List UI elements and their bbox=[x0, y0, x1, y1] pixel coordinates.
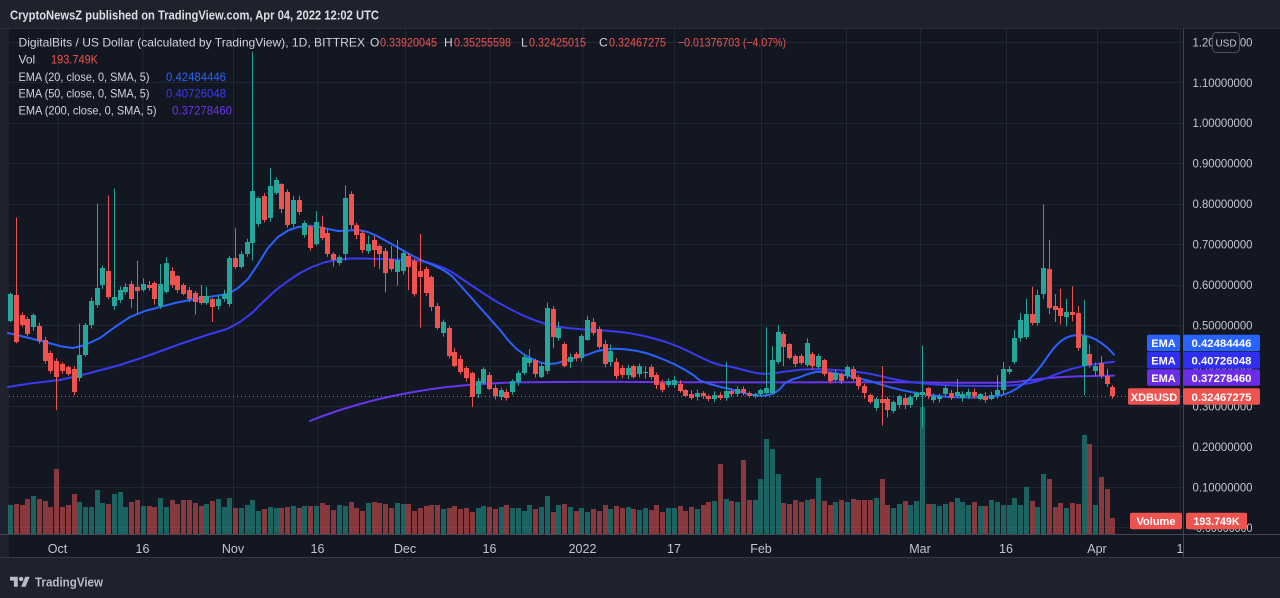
svg-text:16: 16 bbox=[483, 542, 497, 556]
svg-text:17: 17 bbox=[667, 542, 681, 556]
svg-text:H: H bbox=[444, 35, 453, 49]
svg-text:0.32425015: 0.32425015 bbox=[529, 35, 586, 49]
svg-text:0.20000000: 0.20000000 bbox=[1193, 440, 1253, 454]
svg-text:EMA (20, close, 0, SMA, 5): EMA (20, close, 0, SMA, 5) bbox=[19, 70, 150, 84]
svg-text:0.32467275: 0.32467275 bbox=[1192, 392, 1252, 404]
svg-text:Mar: Mar bbox=[909, 542, 931, 556]
svg-text:16: 16 bbox=[999, 542, 1013, 556]
svg-text:Nov: Nov bbox=[222, 542, 245, 556]
svg-text:0.70000000: 0.70000000 bbox=[1193, 238, 1253, 252]
svg-text:0.10000000: 0.10000000 bbox=[1193, 480, 1253, 494]
svg-text:0.33920045: 0.33920045 bbox=[380, 35, 437, 49]
svg-text:EMA: EMA bbox=[1151, 356, 1176, 368]
svg-text:0.60000000: 0.60000000 bbox=[1193, 278, 1253, 292]
svg-text:EMA (200, close, 0, SMA, 5): EMA (200, close, 0, SMA, 5) bbox=[19, 104, 157, 118]
svg-text:0.42484446: 0.42484446 bbox=[166, 70, 226, 84]
svg-text:0.42484446: 0.42484446 bbox=[1192, 338, 1252, 350]
svg-text:0.37278460: 0.37278460 bbox=[172, 104, 232, 118]
svg-text:16: 16 bbox=[311, 542, 325, 556]
svg-text:0.35255598: 0.35255598 bbox=[454, 35, 511, 49]
svg-text:193.749K: 193.749K bbox=[1194, 516, 1240, 528]
svg-text:0.40726048: 0.40726048 bbox=[166, 87, 226, 101]
svg-text:Feb: Feb bbox=[750, 542, 772, 556]
svg-text:0.40726048: 0.40726048 bbox=[1192, 356, 1252, 368]
svg-text:Apr: Apr bbox=[1087, 542, 1106, 556]
svg-text:0.32467275: 0.32467275 bbox=[609, 35, 666, 49]
svg-text:USD: USD bbox=[1215, 39, 1236, 50]
svg-text:CryptoNewsZ published on Tradi: CryptoNewsZ published on TradingView.com… bbox=[10, 8, 380, 23]
svg-text:16: 16 bbox=[136, 542, 150, 556]
svg-text:XDBUSD: XDBUSD bbox=[1131, 392, 1178, 404]
svg-text:EMA: EMA bbox=[1151, 373, 1176, 385]
svg-text:Vol: Vol bbox=[19, 53, 36, 67]
svg-text:EMA (50, close, 0, SMA, 5): EMA (50, close, 0, SMA, 5) bbox=[19, 87, 150, 101]
svg-text:0.50000000: 0.50000000 bbox=[1193, 319, 1253, 333]
svg-text:TradingView: TradingView bbox=[35, 575, 104, 590]
svg-text:1: 1 bbox=[1177, 542, 1184, 556]
svg-text:0.80000000: 0.80000000 bbox=[1193, 197, 1253, 211]
svg-text:EMA: EMA bbox=[1151, 338, 1176, 350]
svg-text:C: C bbox=[599, 35, 608, 49]
svg-text:1.00000000: 1.00000000 bbox=[1193, 116, 1253, 130]
svg-text:O: O bbox=[370, 35, 379, 49]
svg-text:DigitalBits / US Dollar (calcu: DigitalBits / US Dollar (calculated by T… bbox=[19, 35, 366, 49]
svg-text:Volume: Volume bbox=[1137, 516, 1176, 528]
svg-text:−0.01376703 (−4.07%): −0.01376703 (−4.07%) bbox=[678, 35, 786, 49]
svg-text:1.10000000: 1.10000000 bbox=[1193, 76, 1253, 90]
svg-text:2022: 2022 bbox=[569, 542, 597, 556]
svg-text:0.37278460: 0.37278460 bbox=[1192, 373, 1252, 385]
svg-text:Dec: Dec bbox=[394, 542, 416, 556]
svg-text:0.90000000: 0.90000000 bbox=[1193, 157, 1253, 171]
svg-text:Oct: Oct bbox=[48, 542, 68, 556]
svg-text:193.749K: 193.749K bbox=[51, 53, 98, 67]
svg-text:L: L bbox=[521, 35, 528, 49]
